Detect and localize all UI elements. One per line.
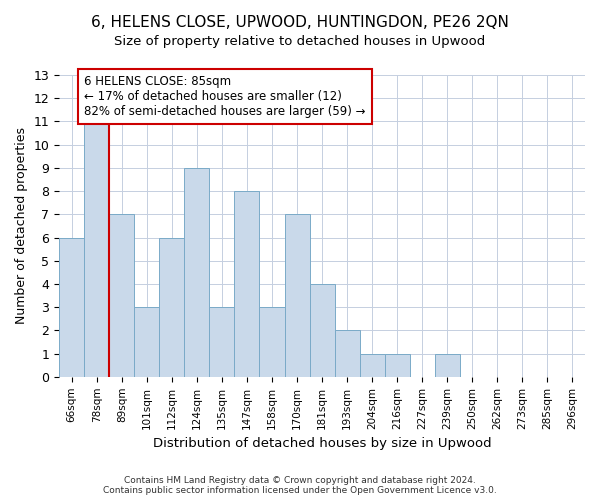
Text: Contains HM Land Registry data © Crown copyright and database right 2024.
Contai: Contains HM Land Registry data © Crown c… [103,476,497,495]
Bar [209,307,235,377]
Bar [184,168,209,377]
Bar [259,307,284,377]
Bar [435,354,460,377]
Y-axis label: Number of detached properties: Number of detached properties [15,128,28,324]
Bar [160,238,184,377]
Bar [335,330,359,377]
Bar [59,238,84,377]
Bar [84,122,109,377]
Text: Size of property relative to detached houses in Upwood: Size of property relative to detached ho… [115,35,485,48]
Text: 6 HELENS CLOSE: 85sqm
← 17% of detached houses are smaller (12)
82% of semi-deta: 6 HELENS CLOSE: 85sqm ← 17% of detached … [84,75,365,118]
Bar [235,191,259,377]
Text: 6, HELENS CLOSE, UPWOOD, HUNTINGDON, PE26 2QN: 6, HELENS CLOSE, UPWOOD, HUNTINGDON, PE2… [91,15,509,30]
Bar [134,307,160,377]
Bar [310,284,335,377]
Bar [284,214,310,377]
X-axis label: Distribution of detached houses by size in Upwood: Distribution of detached houses by size … [153,437,491,450]
Bar [385,354,410,377]
Bar [109,214,134,377]
Bar [359,354,385,377]
